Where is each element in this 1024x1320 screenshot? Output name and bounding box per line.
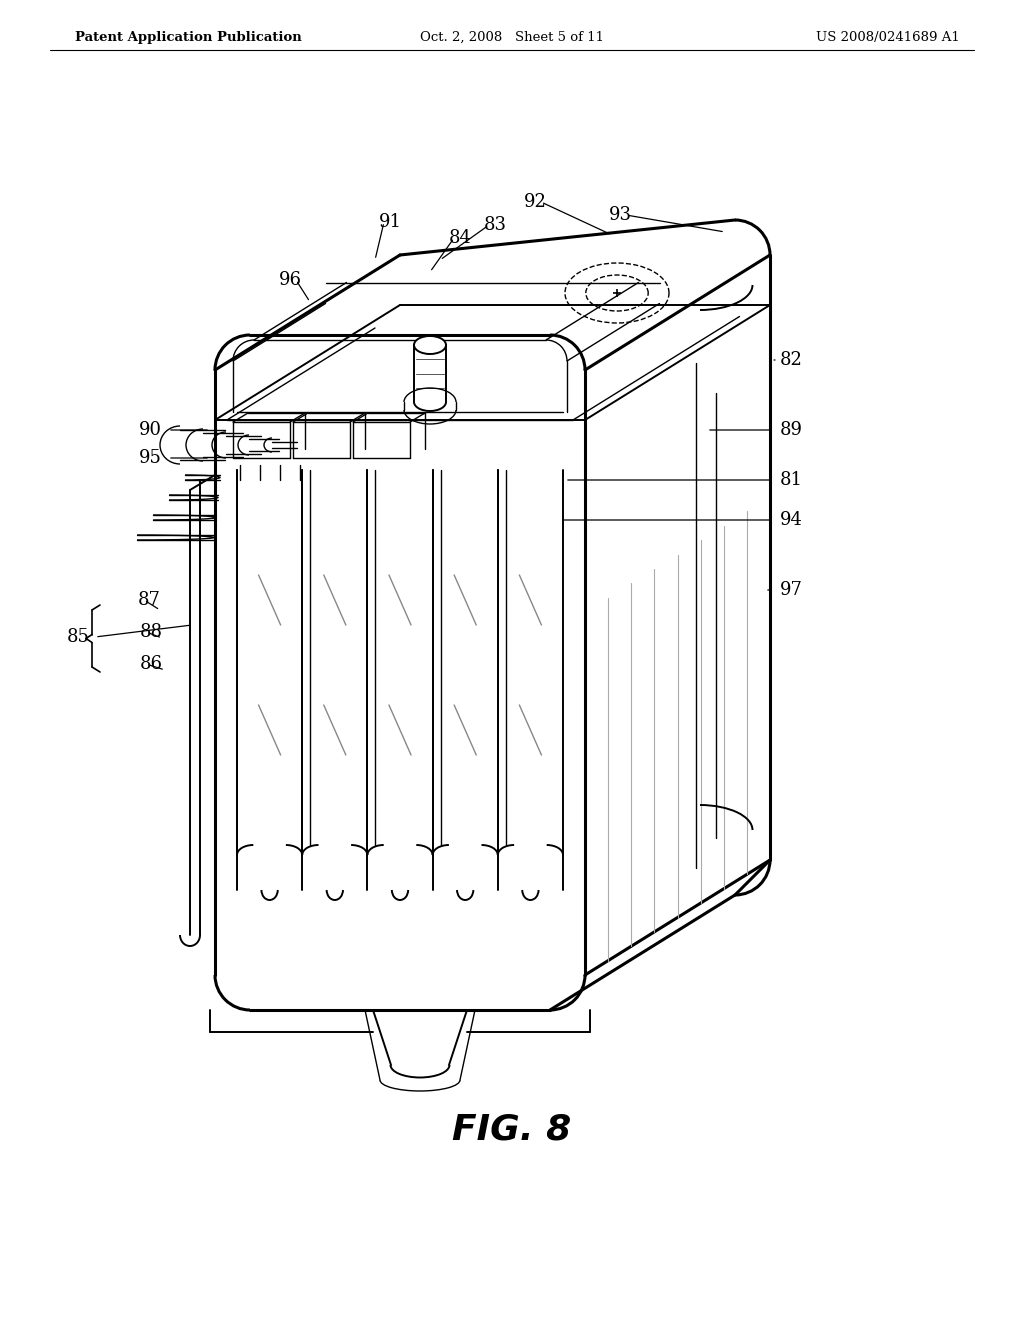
Text: 96: 96 — [279, 271, 301, 289]
Text: 88: 88 — [140, 623, 163, 642]
Text: 95: 95 — [139, 449, 162, 467]
Text: 81: 81 — [780, 471, 803, 488]
Text: 90: 90 — [139, 421, 162, 440]
Text: Patent Application Publication: Patent Application Publication — [75, 30, 302, 44]
Text: 86: 86 — [140, 655, 163, 673]
Text: 83: 83 — [483, 216, 507, 234]
Text: 93: 93 — [608, 206, 632, 224]
Ellipse shape — [414, 337, 446, 354]
Text: 84: 84 — [449, 228, 471, 247]
Text: Oct. 2, 2008   Sheet 5 of 11: Oct. 2, 2008 Sheet 5 of 11 — [420, 30, 604, 44]
Text: US 2008/0241689 A1: US 2008/0241689 A1 — [816, 30, 961, 44]
Text: FIG. 8: FIG. 8 — [453, 1113, 571, 1147]
Text: 92: 92 — [523, 193, 547, 211]
Text: 82: 82 — [780, 351, 803, 370]
Text: 91: 91 — [379, 213, 401, 231]
Text: 94: 94 — [780, 511, 803, 529]
Text: 97: 97 — [780, 581, 803, 599]
Text: 85: 85 — [68, 628, 90, 645]
Text: 87: 87 — [138, 591, 161, 609]
Text: 89: 89 — [780, 421, 803, 440]
